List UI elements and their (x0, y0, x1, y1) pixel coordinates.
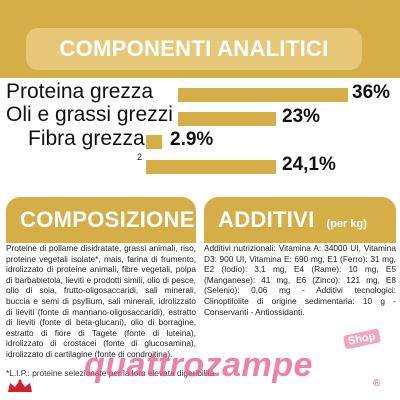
bar-fiber (146, 135, 162, 149)
row-label-protein: Proteina grezza (6, 80, 154, 103)
additives-unit: (per kg) (326, 218, 367, 230)
bar-protein (178, 88, 348, 102)
shop-watermark: quattrozampe (84, 346, 313, 384)
analytic-banner-pill: COMPONENTI ANALITICI (26, 28, 362, 70)
row-label-fat: Oli e grassi grezzi (6, 103, 173, 126)
analytic-title: COMPONENTI ANALITICI (59, 36, 329, 61)
value-fourth: 24,1% (282, 154, 336, 175)
bar-fourth (146, 160, 276, 174)
value-fat: 23% (282, 106, 321, 127)
row-label-fiber: Fibra grezza (28, 127, 145, 150)
shop-badge: Shop (342, 328, 381, 350)
bar-fat (178, 112, 276, 126)
row-superscript: 2 (137, 152, 143, 162)
composition-header: COMPOSIZIONE (6, 197, 196, 243)
composition-title: COMPOSIZIONE (20, 207, 195, 232)
additives-header: ADDITIVI (per kg) (204, 197, 396, 243)
brand-crown-logo (8, 379, 32, 392)
value-fiber: 2.9% (170, 129, 214, 150)
additives-text: Additivi nutrizionali: Vitamina A: 34000… (204, 243, 396, 317)
value-protein: 36% (352, 82, 391, 103)
lip-footnote: *L.I.P.: proteine selezionate per la lor… (6, 368, 215, 378)
registered-mark: ® (373, 378, 381, 389)
analytic-banner: COMPONENTI ANALITICI (0, 0, 400, 78)
composition-text: Proteine di pollame disidratate, grassi … (6, 243, 196, 359)
additives-title: ADDITIVI (218, 207, 315, 232)
